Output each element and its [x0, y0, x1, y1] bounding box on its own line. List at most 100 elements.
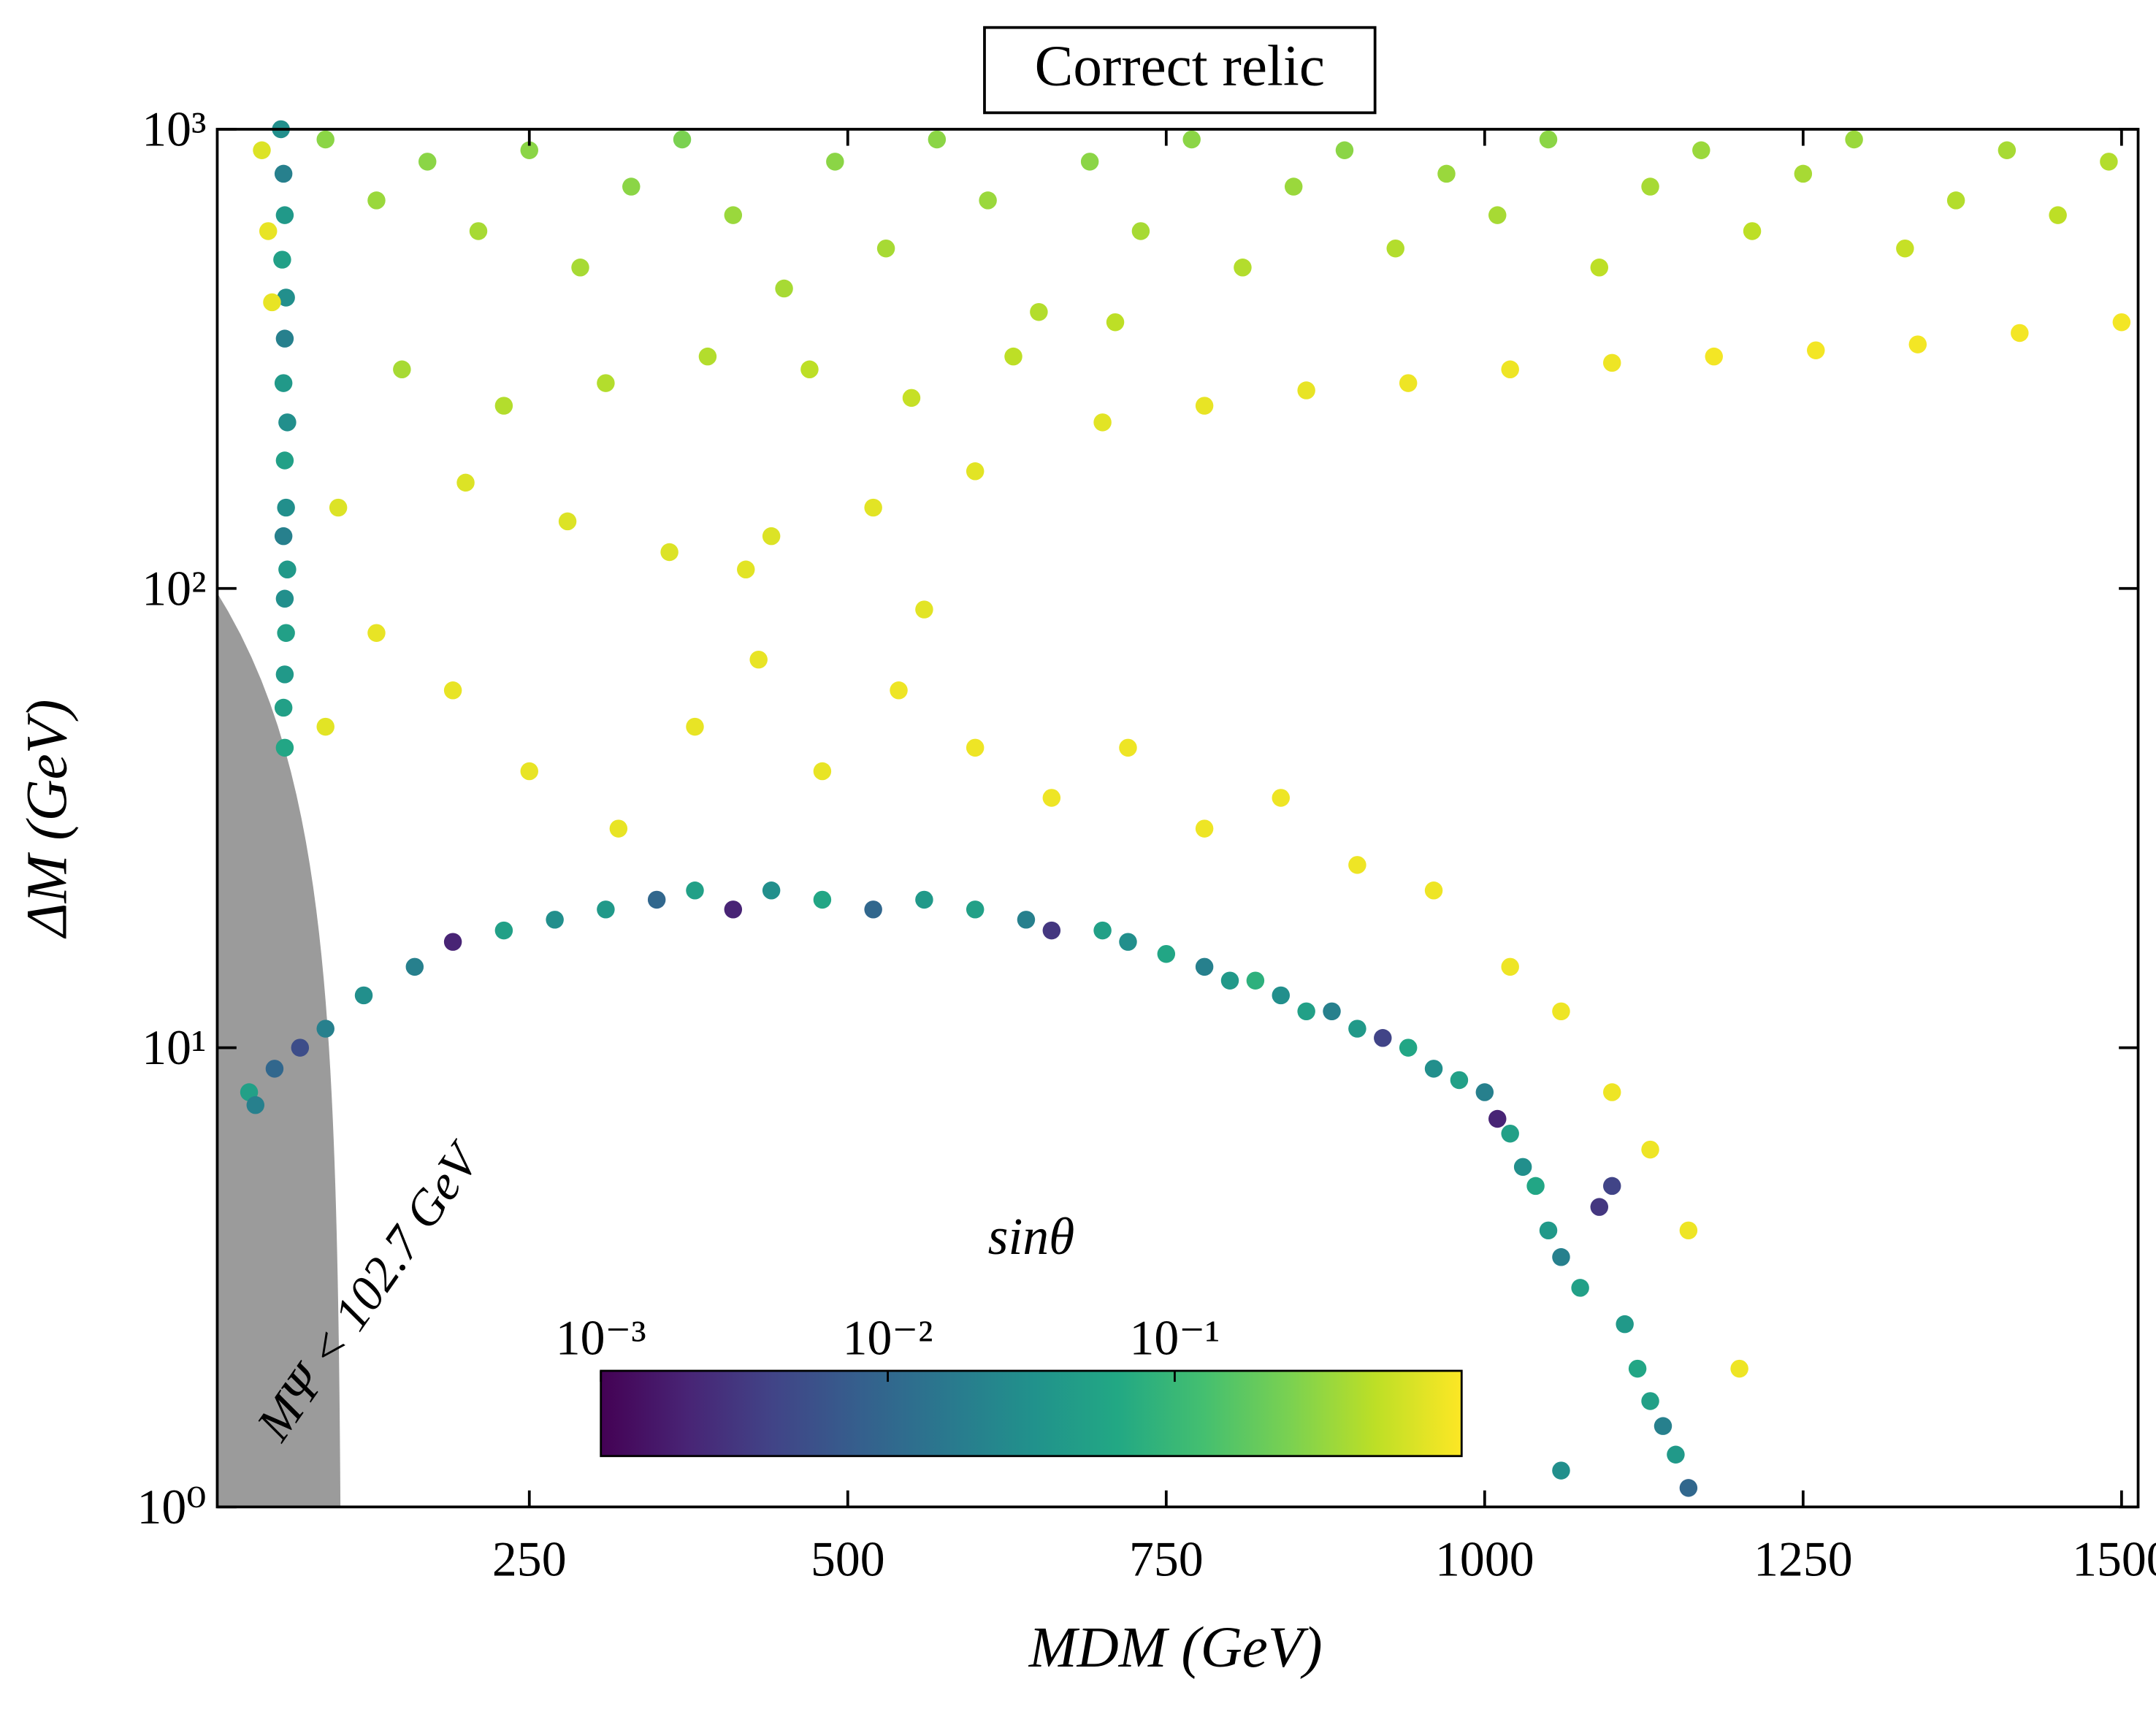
scatter-point: [2049, 206, 2067, 224]
x-tick-label: 250: [492, 1532, 567, 1587]
scatter-point: [928, 130, 947, 149]
x-tick-label: 500: [811, 1532, 885, 1587]
scatter-point: [1195, 819, 1214, 838]
scatter-point: [1679, 1479, 1698, 1497]
scatter-point: [520, 762, 538, 781]
region-layer: [217, 593, 341, 1507]
x-tick-label: 1000: [1435, 1532, 1534, 1587]
scatter-point: [673, 130, 692, 149]
scatter-point: [274, 527, 293, 546]
scatter-point: [469, 222, 488, 240]
scatter-point: [274, 698, 293, 717]
scatter-point: [1157, 945, 1176, 963]
scatter-point: [291, 1039, 310, 1057]
colorbar-tick-label: 10⁻¹: [1129, 1310, 1220, 1365]
scatter-point: [1552, 1461, 1570, 1480]
axis-layer: 250 500 750 1000 1250 1500 10⁰ 10¹ 10² 10³ 10⁻³ 10⁻…: [137, 102, 2156, 1587]
scatter-point: [724, 900, 743, 919]
scatter-point: [316, 717, 335, 736]
scatter-point: [1093, 413, 1112, 432]
scatter-point: [1348, 856, 1366, 874]
scatter-point: [1220, 971, 1239, 990]
scatter-point: [1908, 335, 1927, 353]
scatter-point: [1017, 911, 1036, 929]
scatter-point: [274, 164, 293, 183]
scatter-point: [660, 543, 678, 562]
scatter-point: [915, 890, 933, 909]
scatter-point: [405, 957, 424, 976]
colorbar-tick-label: 10⁻³: [556, 1310, 646, 1365]
scatter-point: [2112, 313, 2131, 332]
scatter-point: [1399, 1039, 1418, 1057]
scatter-point: [1539, 130, 1558, 149]
excluded-region: [217, 593, 341, 1507]
scatter-point: [316, 1020, 335, 1038]
scatter-point: [1946, 191, 1965, 210]
scatter-point: [546, 911, 564, 929]
scatter-point: [915, 600, 933, 619]
scatter-point: [762, 881, 781, 900]
colorbar: [600, 1369, 1463, 1458]
scatter-point: [1119, 738, 1137, 757]
scatter-point: [1030, 302, 1048, 321]
scatter-point: [1182, 130, 1201, 149]
scatter-point: [1080, 153, 1099, 171]
scatter-point: [826, 153, 844, 171]
scatter-point: [1513, 1158, 1532, 1177]
scatter-point: [1602, 1083, 1621, 1101]
scatter-point: [686, 717, 704, 736]
scatter-point: [1004, 347, 1022, 366]
scatter-point: [902, 389, 921, 408]
scatter-point: [1501, 1124, 1519, 1143]
scatter-point: [329, 498, 348, 517]
scatter-point: [1679, 1221, 1698, 1240]
scatter-point: [278, 560, 297, 578]
scatter-point: [494, 397, 513, 415]
scatter-point: [966, 738, 985, 757]
scatter-point: [367, 191, 386, 210]
plot-frame: [215, 128, 2140, 1509]
scatter-point: [277, 288, 295, 307]
scatter-point: [1284, 177, 1303, 196]
scatter-point: [724, 206, 743, 224]
scatter-point: [1571, 1279, 1589, 1297]
scatter-point: [1526, 1177, 1545, 1196]
scatter-point: [1348, 1020, 1366, 1038]
scatter-point: [443, 681, 462, 700]
scatter-point: [275, 329, 294, 348]
scatter-point: [1590, 259, 1609, 277]
scatter-point: [1093, 921, 1112, 940]
point-layer: [240, 120, 2131, 1497]
scatter-point: [1195, 957, 1214, 976]
x-tick-label: 750: [1129, 1532, 1204, 1587]
scatter-point: [571, 259, 589, 277]
scatter-point: [1602, 1177, 1621, 1196]
scatter-point: [1590, 1198, 1609, 1216]
scatter-point: [1488, 1109, 1507, 1128]
scatter-point: [1692, 141, 1710, 159]
y-tick-label: 10⁰: [137, 1480, 206, 1534]
scatter-point: [1705, 347, 1723, 366]
scatter-point: [597, 374, 615, 392]
scatter-point: [1641, 1140, 1659, 1159]
scatter-point: [274, 374, 293, 392]
scatter-point: [609, 819, 628, 838]
scatter-point: [1131, 222, 1150, 240]
scatter-point: [876, 240, 895, 258]
scatter-point: [1119, 933, 1137, 951]
scatter-point: [1539, 1221, 1558, 1240]
scatter-point: [1654, 1417, 1673, 1435]
scatter-point: [864, 900, 882, 919]
scatter-point: [275, 206, 294, 224]
scatter-point: [1323, 1002, 1341, 1021]
scatter-point: [966, 900, 985, 919]
scatter-point: [1794, 164, 1813, 183]
scatter-point: [1399, 374, 1418, 392]
scatter-point: [2011, 324, 2029, 343]
scatter-point: [1807, 341, 1825, 359]
y-tick-label: 10¹: [142, 1020, 206, 1075]
scatter-point: [1297, 1002, 1315, 1021]
scatter-point: [393, 360, 411, 379]
scatter-point: [737, 560, 755, 578]
